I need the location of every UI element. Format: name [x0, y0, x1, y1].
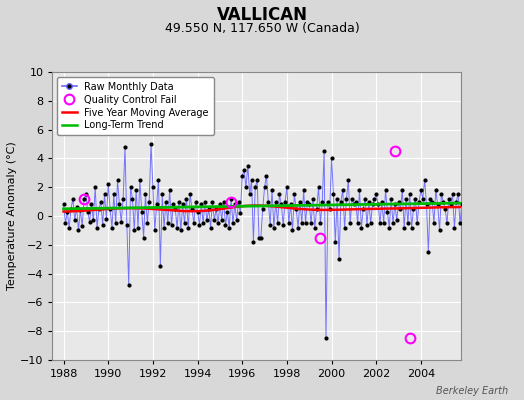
Text: Berkeley Earth: Berkeley Earth: [436, 386, 508, 396]
Text: VALLICAN: VALLICAN: [216, 6, 308, 24]
Y-axis label: Temperature Anomaly (°C): Temperature Anomaly (°C): [7, 142, 17, 290]
Text: 49.550 N, 117.650 W (Canada): 49.550 N, 117.650 W (Canada): [165, 22, 359, 35]
Legend: Raw Monthly Data, Quality Control Fail, Five Year Moving Average, Long-Term Tren: Raw Monthly Data, Quality Control Fail, …: [57, 77, 214, 135]
